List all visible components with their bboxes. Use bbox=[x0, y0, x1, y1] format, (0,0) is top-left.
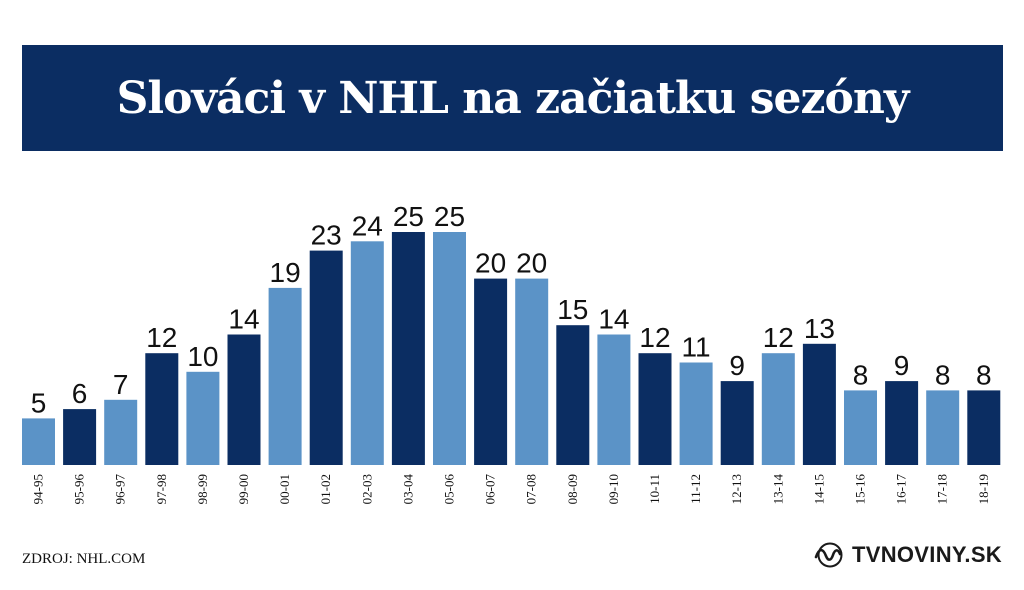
data-label-97-98: 12 bbox=[146, 322, 177, 353]
x-tick-label-00-01: 00-01 bbox=[277, 474, 292, 504]
x-tick-label-94-95: 94-95 bbox=[31, 474, 46, 504]
data-label-95-96: 6 bbox=[72, 378, 88, 409]
data-label-09-10: 14 bbox=[598, 304, 629, 335]
x-tick-label-03-04: 03-04 bbox=[400, 474, 415, 505]
x-tick-label-09-10: 09-10 bbox=[606, 474, 621, 504]
data-label-07-08: 20 bbox=[516, 248, 547, 279]
bar-01-02 bbox=[309, 250, 343, 465]
bar-07-08 bbox=[515, 278, 549, 465]
data-label-08-09: 15 bbox=[557, 294, 588, 325]
source-note: ZDROJ: NHL.COM bbox=[22, 551, 146, 567]
data-label-02-03: 24 bbox=[352, 210, 383, 241]
bar-11-12 bbox=[679, 362, 713, 465]
data-label-03-04: 25 bbox=[393, 201, 424, 232]
bar-12-13 bbox=[720, 381, 754, 465]
x-tick-label-13-14: 13-14 bbox=[770, 474, 785, 505]
bar-09-10 bbox=[597, 334, 631, 465]
bar-03-04 bbox=[391, 232, 425, 465]
bar-06-07 bbox=[474, 278, 508, 465]
brand-logo: TVNOVINY.SK bbox=[814, 542, 1002, 568]
bar-08-09 bbox=[556, 325, 590, 465]
bar-95-96 bbox=[63, 409, 97, 465]
data-label-17-18: 8 bbox=[935, 359, 951, 390]
x-tick-label-07-08: 07-08 bbox=[524, 474, 539, 504]
data-label-14-15: 13 bbox=[804, 313, 835, 344]
data-label-16-17: 9 bbox=[894, 350, 910, 381]
x-tick-label-17-18: 17-18 bbox=[935, 474, 950, 504]
bar-18-19 bbox=[967, 390, 1001, 465]
data-label-00-01: 19 bbox=[270, 257, 301, 288]
data-label-98-99: 10 bbox=[187, 341, 218, 372]
bar-02-03 bbox=[350, 241, 384, 465]
bar-17-18 bbox=[926, 390, 960, 465]
bar-97-98 bbox=[145, 353, 179, 465]
x-tick-label-14-15: 14-15 bbox=[811, 474, 826, 504]
data-label-15-16: 8 bbox=[853, 359, 869, 390]
bar-15-16 bbox=[844, 390, 877, 465]
bar-10-11 bbox=[638, 353, 672, 465]
x-tick-label-96-97: 96-97 bbox=[113, 474, 128, 505]
x-tick-label-02-03: 02-03 bbox=[359, 474, 374, 504]
x-tick-label-16-17: 16-17 bbox=[894, 474, 909, 505]
bar-99-00 bbox=[227, 334, 261, 465]
tvnoviny-logo-icon bbox=[814, 542, 843, 568]
x-tick-label-95-96: 95-96 bbox=[72, 474, 87, 505]
data-label-99-00: 14 bbox=[228, 304, 259, 335]
bar-96-97 bbox=[104, 399, 138, 465]
x-tick-label-18-19: 18-19 bbox=[976, 474, 991, 504]
x-tick-label-12-13: 12-13 bbox=[729, 474, 744, 504]
data-label-06-07: 20 bbox=[475, 248, 506, 279]
bar-05-06 bbox=[433, 232, 466, 465]
bar-13-14 bbox=[761, 353, 795, 465]
x-tick-label-01-02: 01-02 bbox=[318, 474, 333, 504]
title-banner: Slováci v NHL na začiatku sezóny bbox=[22, 45, 1003, 151]
chart-title: Slováci v NHL na začiatku sezóny bbox=[116, 72, 910, 124]
data-label-05-06: 25 bbox=[434, 201, 465, 232]
data-label-94-95: 5 bbox=[31, 387, 47, 418]
x-tick-label-05-06: 05-06 bbox=[442, 474, 457, 505]
bar-14-15 bbox=[802, 343, 836, 465]
x-tick-label-06-07: 06-07 bbox=[483, 474, 498, 505]
bar-16-17 bbox=[885, 381, 919, 465]
data-label-13-14: 12 bbox=[763, 322, 794, 353]
x-tick-label-97-98: 97-98 bbox=[154, 474, 169, 504]
x-tick-label-98-99: 98-99 bbox=[195, 474, 210, 504]
brand-name: TVNOVINY.SK bbox=[852, 542, 1002, 567]
data-label-18-19: 8 bbox=[976, 359, 992, 390]
data-label-11-12: 11 bbox=[682, 332, 711, 363]
data-label-01-02: 23 bbox=[311, 220, 342, 251]
x-tick-label-99-00: 99-00 bbox=[236, 474, 251, 504]
data-label-96-97: 7 bbox=[113, 369, 129, 400]
bar-98-99 bbox=[186, 371, 220, 465]
bar-94-95 bbox=[22, 418, 55, 465]
data-label-10-11: 12 bbox=[639, 322, 670, 353]
x-tick-label-08-09: 08-09 bbox=[565, 474, 580, 504]
bar-00-01 bbox=[268, 287, 302, 465]
x-tick-label-11-12: 11-12 bbox=[688, 474, 703, 504]
x-tick-label-15-16: 15-16 bbox=[853, 474, 868, 505]
data-label-12-13: 9 bbox=[729, 350, 745, 381]
x-tick-label-10-11: 10-11 bbox=[647, 474, 662, 504]
